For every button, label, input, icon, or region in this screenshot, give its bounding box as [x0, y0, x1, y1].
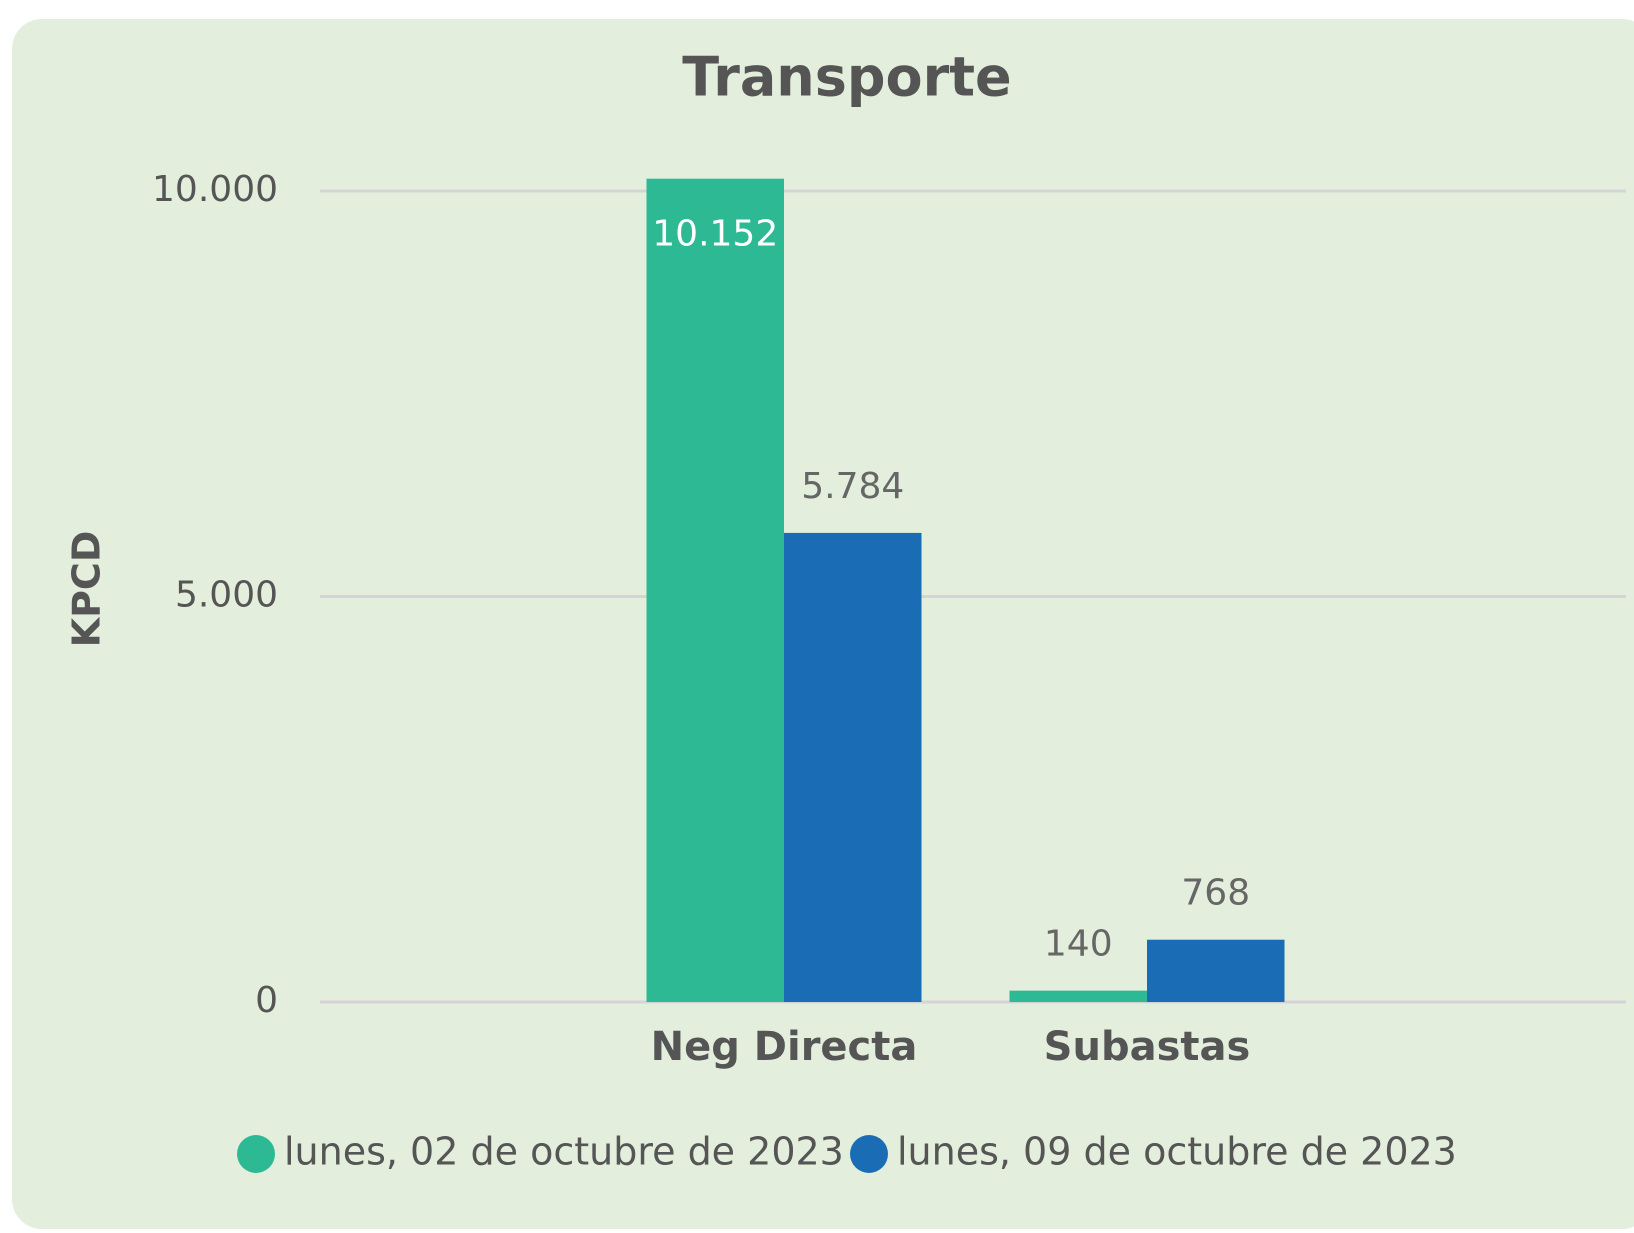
legend-marker — [850, 1135, 888, 1173]
y-tick-label: 5.000 — [175, 575, 278, 616]
bar — [784, 532, 922, 1002]
data-label: 5.784 — [801, 466, 904, 507]
legend-label: lunes, 09 de octubre de 2023 — [897, 1130, 1457, 1174]
y-tick-label: 0 — [255, 980, 278, 1021]
chart-title: Transporte — [682, 46, 1011, 109]
data-label: 10.152 — [652, 214, 778, 255]
x-tick-label: Subastas — [1044, 1024, 1251, 1070]
bar — [646, 178, 784, 1003]
bar — [1147, 939, 1285, 1002]
y-tick-label: 10.000 — [152, 169, 278, 210]
bar — [1009, 990, 1147, 1002]
y-axis-label: KPCD — [65, 531, 109, 648]
data-label: 140 — [1044, 924, 1113, 965]
legend-label: lunes, 02 de octubre de 2023 — [284, 1130, 844, 1174]
data-label: 768 — [1181, 873, 1250, 914]
legend-marker — [237, 1135, 275, 1173]
x-tick-label: Neg Directa — [651, 1024, 918, 1070]
